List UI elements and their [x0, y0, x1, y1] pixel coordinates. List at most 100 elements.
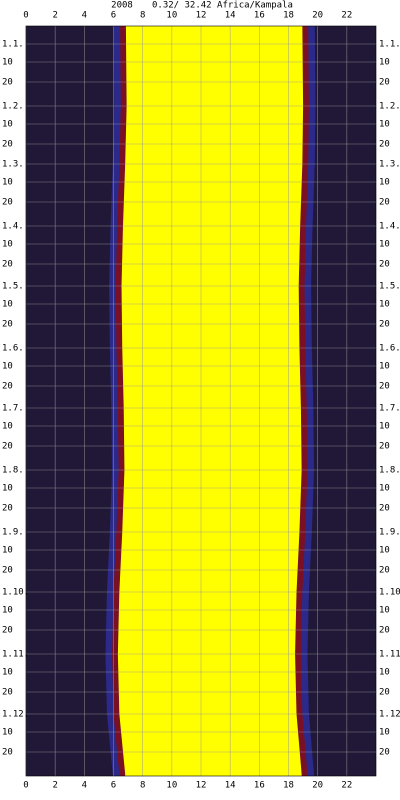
y-tick-label: 10 [379, 300, 390, 310]
y-tick-label: 20 [2, 78, 13, 88]
x-tick-label: 0 [23, 781, 28, 791]
y-tick-label: 1.10. [2, 588, 29, 598]
y-tick-label: 1.1. [2, 40, 24, 50]
y-tick-label: 1.4. [2, 222, 24, 232]
x-tick-label: 12 [196, 11, 207, 21]
y-tick-label: 10 [2, 606, 13, 616]
y-tick-label: 1.10. [379, 588, 400, 598]
y-tick-label: 1.6. [379, 344, 400, 354]
x-tick-label: 22 [341, 781, 352, 791]
y-tick-label: 10 [379, 484, 390, 494]
x-tick-label: 4 [82, 11, 87, 21]
y-tick-label: 1.12. [2, 710, 29, 720]
y-tick-label: 10 [379, 240, 390, 250]
y-tick-label: 10 [2, 240, 13, 250]
x-tick-label: 20 [312, 781, 323, 791]
y-tick-label: 20 [379, 198, 390, 208]
y-tick-label: 20 [2, 382, 13, 392]
y-tick-label: 20 [2, 504, 13, 514]
y-tick-label: 20 [379, 504, 390, 514]
x-tick-label: 12 [196, 781, 207, 791]
y-tick-label: 10 [379, 728, 390, 738]
y-tick-label: 1.3. [379, 160, 400, 170]
y-tick-label: 10 [2, 178, 13, 188]
y-tick-label: 10 [379, 120, 390, 130]
x-tick-label: 10 [166, 781, 177, 791]
y-tick-label: 10 [2, 546, 13, 556]
y-tick-label: 1.2. [379, 102, 400, 112]
y-tick-label: 10 [379, 546, 390, 556]
x-tick-label: 4 [82, 781, 87, 791]
x-tick-label: 2 [52, 781, 57, 791]
y-tick-label: 20 [2, 688, 13, 698]
y-tick-label: 10 [2, 668, 13, 678]
y-tick-label: 1.12. [379, 710, 400, 720]
y-tick-label: 20 [379, 626, 390, 636]
y-tick-label: 20 [379, 566, 390, 576]
y-tick-label: 20 [2, 260, 13, 270]
x-tick-label: 18 [283, 11, 294, 21]
y-tick-label: 10 [379, 606, 390, 616]
y-tick-label: 20 [379, 260, 390, 270]
y-tick-label: 10 [379, 422, 390, 432]
y-tick-label: 20 [379, 78, 390, 88]
x-tick-label: 8 [140, 781, 145, 791]
y-tick-label: 1.4. [379, 222, 400, 232]
y-tick-label: 10 [2, 422, 13, 432]
x-tick-label: 6 [111, 781, 116, 791]
y-tick-label: 1.5. [2, 282, 24, 292]
x-tick-label: 10 [166, 11, 177, 21]
x-tick-label: 16 [254, 781, 265, 791]
y-tick-label: 1.8. [379, 466, 400, 476]
plot-frame [25, 25, 377, 777]
y-tick-label: 20 [2, 748, 13, 758]
y-tick-label: 20 [2, 320, 13, 330]
y-tick-label: 10 [379, 178, 390, 188]
y-tick-label: 1.5. [379, 282, 400, 292]
x-tick-label: 20 [312, 11, 323, 21]
chart-title: 2008 [111, 1, 133, 11]
y-tick-label: 1.2. [2, 102, 24, 112]
y-tick-label: 10 [379, 58, 390, 68]
y-tick-label: 10 [2, 120, 13, 130]
y-tick-label: 1.3. [2, 160, 24, 170]
y-tick-label: 10 [2, 362, 13, 372]
light-band [117, 26, 304, 776]
y-tick-label: 1.7. [379, 404, 400, 414]
y-tick-label: 20 [379, 442, 390, 452]
y-tick-label: 20 [2, 140, 13, 150]
y-tick-label: 10 [379, 668, 390, 678]
x-tick-label: 6 [111, 11, 116, 21]
x-tick-label: 16 [254, 11, 265, 21]
y-tick-label: 10 [379, 362, 390, 372]
y-tick-label: 10 [2, 484, 13, 494]
y-tick-label: 1.7. [2, 404, 24, 414]
y-tick-label: 1.11. [379, 650, 400, 660]
y-tick-label: 20 [2, 198, 13, 208]
x-tick-label: 22 [341, 11, 352, 21]
y-tick-label: 1.11. [2, 650, 29, 660]
y-tick-label: 20 [2, 626, 13, 636]
x-tick-label: 2 [52, 11, 57, 21]
y-tick-label: 20 [379, 688, 390, 698]
x-tick-label: 8 [140, 11, 145, 21]
y-tick-label: 1.1. [379, 40, 400, 50]
y-tick-label: 20 [379, 320, 390, 330]
y-tick-label: 10 [2, 300, 13, 310]
y-tick-label: 1.9. [379, 528, 400, 538]
y-tick-label: 1.9. [2, 528, 24, 538]
x-tick-label: 14 [225, 781, 236, 791]
x-tick-label: 0 [23, 11, 28, 21]
y-tick-label: 10 [2, 58, 13, 68]
x-tick-label: 18 [283, 781, 294, 791]
y-tick-label: 20 [379, 748, 390, 758]
y-tick-label: 1.6. [2, 344, 24, 354]
chart-subtitle: 0.32/ 32.42 Africa/Kampala [152, 1, 293, 11]
y-tick-label: 20 [2, 566, 13, 576]
y-tick-label: 20 [379, 140, 390, 150]
y-tick-label: 1.8. [2, 466, 24, 476]
y-tick-label: 10 [2, 728, 13, 738]
y-tick-label: 20 [2, 442, 13, 452]
y-tick-label: 20 [379, 382, 390, 392]
